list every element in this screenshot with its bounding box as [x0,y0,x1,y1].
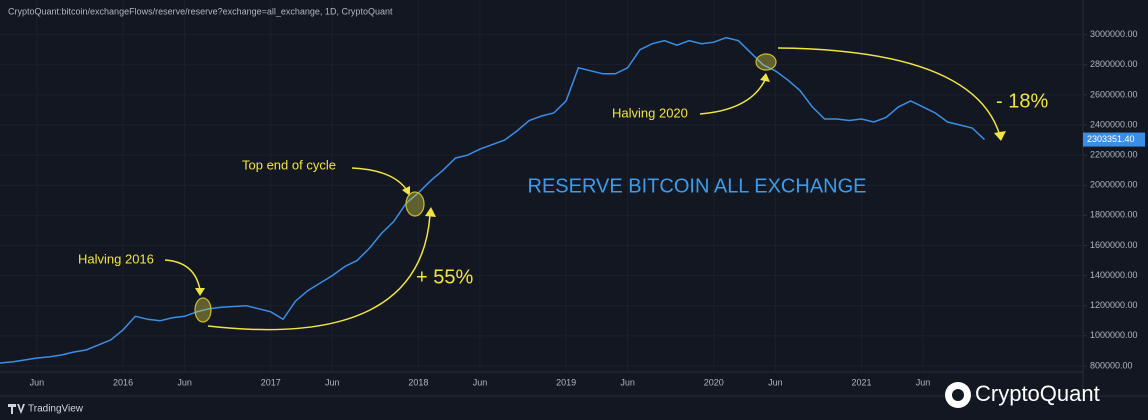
annotation-arrows [164,47,1001,331]
x-tick-label: Jun [30,377,45,387]
y-tick-label: 1600000.00 [1090,240,1138,250]
y-tick-label: 3000000.00 [1090,29,1138,39]
arrow [777,47,1001,137]
highlight [194,297,212,323]
arrow-head [760,73,770,82]
watermark-logo-inner [952,389,964,401]
x-tick-label: Jun [768,377,783,387]
x-tick-label: 2021 [851,377,871,387]
plot [0,36,986,364]
y-tick-label: 2200000.00 [1090,150,1138,160]
y-tick-label: 1000000.00 [1090,330,1138,340]
header: CryptoQuant:bitcoin/exchangeFlows/reserv… [8,6,393,16]
annotation: Top end of cycle [242,157,336,172]
arrow [351,167,409,193]
arrow [207,214,431,331]
annotation: + 55% [416,266,473,288]
arrow-head [425,207,436,217]
highlight-circles [194,53,777,323]
chart-title: RESERVE BITCOIN ALL EXCHANGE [528,175,867,197]
footer: TradingView [28,404,84,415]
watermark: CryptoQuant [975,381,1100,406]
arrow-head [195,288,205,296]
annotation: Halving 2020 [612,105,688,120]
y-tick-label: 2400000.00 [1090,119,1138,129]
x-tick-label: 2019 [556,377,576,387]
x-tick-label: Jun [473,377,488,387]
x-tick-label: Jun [620,377,635,387]
x-tick-label: Jun [177,377,192,387]
x-tick-label: Jun [916,377,931,387]
footer-logo [8,404,25,414]
data-line [0,36,986,364]
arrow-head [994,131,1006,141]
annotations: Halving 2016 Top end of cycle Halving 20… [78,90,1048,288]
x-tick-label: 2016 [113,377,133,387]
highlight [405,191,425,217]
x-tick-label: 2018 [408,377,428,387]
y-tick-label: 1800000.00 [1090,210,1138,220]
x-tick-label: Jun [325,377,340,387]
annotation: - 18% [996,90,1048,112]
y-tick-label: 2800000.00 [1090,59,1138,69]
arrow-head [402,186,410,196]
y-tick-label: 1200000.00 [1090,300,1138,310]
arrow [699,79,766,115]
annotation: Halving 2016 [78,251,154,266]
y-tick-label: 800000.00 [1090,360,1133,370]
highlight [755,53,777,71]
arrow [164,259,201,291]
x-tick-label: 2017 [261,377,281,387]
y-tick-label: 2000000.00 [1090,180,1138,190]
arrow-heads [195,73,1006,296]
last-value-box [1083,132,1145,147]
y-tick-label: 2600000.00 [1090,89,1138,99]
x-tick-label: 2020 [704,377,724,387]
last-value-label: 2303351.40 [1087,134,1135,144]
y-tick-label: 1400000.00 [1090,270,1138,280]
